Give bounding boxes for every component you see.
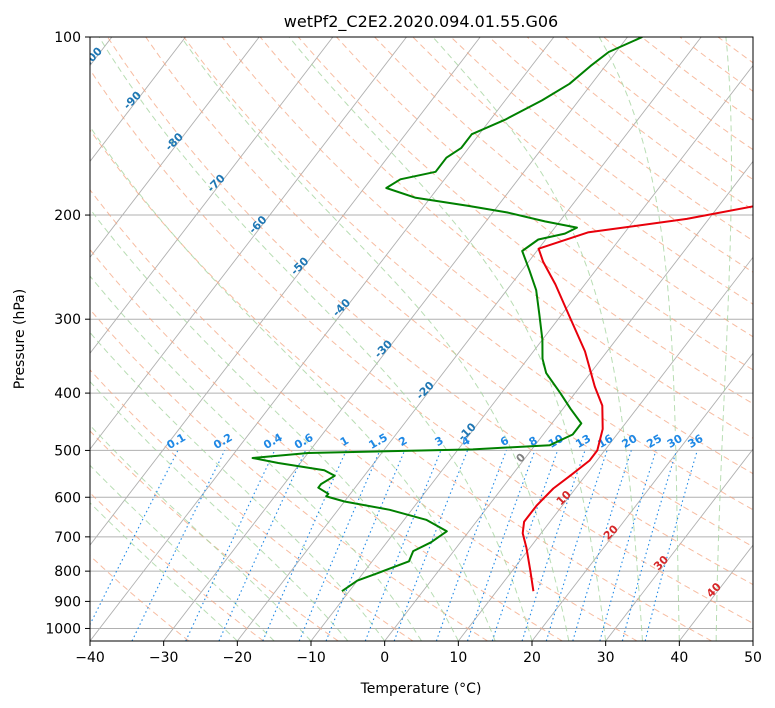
isotherm-line [236, 37, 702, 641]
x-tick-label: 40 [670, 650, 688, 666]
y-axis-label: Pressure (hPa) [12, 289, 28, 389]
profile-series [251, 37, 753, 593]
dry-adiabat-line [90, 308, 488, 641]
moist-adiabat-line [598, 37, 680, 641]
y-tick-label: 700 [54, 530, 81, 546]
moist-adiabat-line [90, 502, 238, 641]
isotherm-line [531, 352, 753, 641]
y-tick-label: 500 [54, 443, 81, 459]
mixing-ratio-line [364, 450, 442, 641]
chart-title: wetPf2_C2E2.2020.094.01.55.G06 [284, 12, 558, 32]
dry-adiabat-line [374, 37, 753, 338]
y-tick-label: 1000 [45, 621, 81, 637]
x-tick-label: −10 [296, 650, 326, 666]
y-tick-label: 900 [54, 594, 81, 610]
mixing-ratio-line [621, 450, 678, 641]
moist-adiabat-line [715, 37, 732, 641]
y-tick-label: 600 [54, 490, 81, 506]
mixing-ratio-line [545, 450, 608, 641]
moist-adiabat-line [90, 464, 275, 641]
dry-adiabat-line [90, 555, 190, 641]
plot-frame [89, 36, 754, 642]
dry-adiabat-line [90, 129, 712, 641]
dry-adiabat-line [90, 248, 563, 641]
x-axis: −40 −30 −20 −10 0 10 20 30 40 50 [75, 641, 762, 666]
mixing-ratio-line [521, 450, 586, 641]
dry-adiabat-line [336, 37, 753, 371]
dry-adiabat-line [90, 189, 638, 641]
dry-adiabat-line [90, 369, 414, 641]
x-tick-label: 20 [523, 650, 541, 666]
dry-adiabat-line [107, 37, 753, 586]
y-tick-label: 200 [54, 208, 81, 224]
x-tick-label: −30 [149, 650, 179, 666]
isotherm-line [605, 448, 753, 641]
isotherm-line [384, 160, 753, 641]
mixing-ratio-line [131, 450, 226, 641]
x-tick-label: 0 [380, 650, 389, 666]
moist-adiabat-line [90, 424, 312, 641]
moist-adiabat-line [432, 37, 643, 641]
isobar-gridlines [90, 37, 753, 629]
isotherm-line [90, 37, 334, 354]
isotherm-line [90, 37, 260, 259]
dry-adiabat-line [145, 37, 753, 548]
isotherm-line [90, 37, 186, 163]
y-axis: 100 200 300 400 500 600 700 800 900 1000 [45, 30, 90, 637]
dry-adiabat-line [297, 37, 753, 405]
mixing-ratio-lines [90, 450, 698, 641]
y-tick-label: 100 [54, 30, 81, 46]
mixing-ratio-line [491, 450, 559, 641]
moist-adiabat-line [90, 275, 422, 641]
moist-adiabat-line [288, 37, 607, 641]
x-tick-label: 50 [744, 650, 762, 666]
y-tick-label: 800 [54, 564, 81, 580]
y-tick-label: 300 [54, 312, 81, 328]
moist-adiabats [90, 37, 732, 641]
moist-adiabat-line [90, 126, 496, 641]
x-tick-label: 10 [449, 650, 467, 666]
dewpoint-profile-line [251, 37, 643, 593]
x-tick-label: −40 [75, 650, 105, 666]
isotherm-line [163, 37, 628, 641]
x-tick-label: 30 [597, 650, 615, 666]
moist-adiabat-line [90, 331, 386, 641]
mixing-ratio-line [393, 450, 469, 641]
x-tick-label: −20 [223, 650, 253, 666]
plot-area: 0.1 0.2 0.4 0.6 1 1.5 2 3 4 6 8 10 13 16 20 25 30 36 -100… [90, 37, 753, 641]
mixing-ratio-line [572, 450, 632, 641]
skewed-isotherm-gridlines [90, 37, 753, 641]
isotherm-line [90, 37, 407, 450]
moist-adiabat-line [180, 37, 570, 641]
mixing-ratio-line [599, 450, 657, 641]
isotherm-line [457, 256, 753, 641]
x-axis-label: Temperature (°C) [360, 681, 482, 697]
moist-adiabat-line [98, 37, 533, 641]
y-tick-label: 400 [54, 386, 81, 402]
mixing-ratio-line [185, 450, 276, 641]
isotherm-line [90, 37, 481, 546]
isotherm-line [90, 37, 555, 641]
temperature-profile-line [521, 205, 753, 592]
dry-adiabat-line [90, 68, 753, 624]
